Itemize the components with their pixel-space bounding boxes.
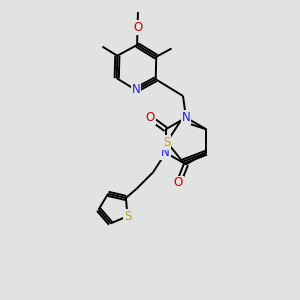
- Text: N: N: [161, 146, 170, 159]
- Text: O: O: [174, 176, 183, 190]
- Text: S: S: [163, 136, 170, 148]
- Text: O: O: [133, 21, 142, 34]
- Text: O: O: [146, 111, 155, 124]
- Text: N: N: [182, 111, 190, 124]
- Text: N: N: [131, 83, 140, 97]
- Text: S: S: [124, 210, 131, 223]
